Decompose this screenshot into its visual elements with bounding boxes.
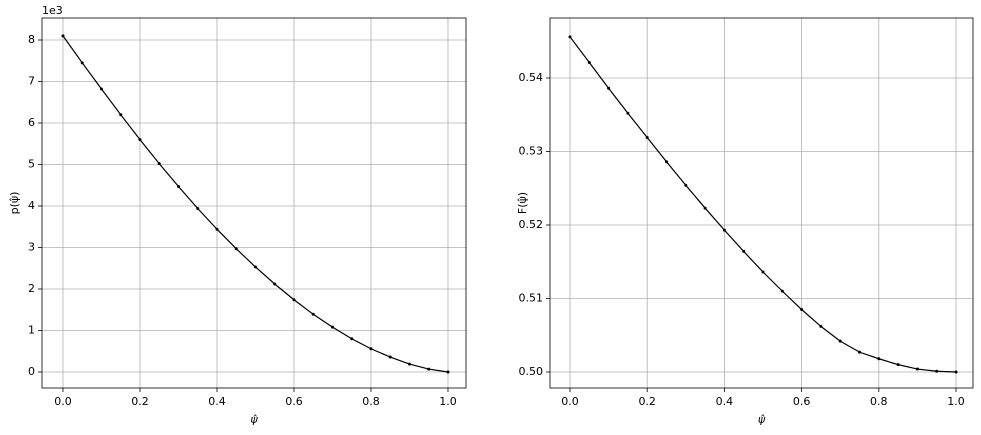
data-point bbox=[935, 369, 939, 373]
y-axis-label: F(ψ̂) bbox=[516, 192, 529, 214]
data-point bbox=[607, 86, 611, 90]
y-tick-label: 2 bbox=[28, 282, 35, 295]
data-point bbox=[311, 312, 315, 316]
axes-frame bbox=[549, 17, 974, 389]
x-tick-label: 1.0 bbox=[439, 395, 457, 408]
x-axis-label: ψ̂ bbox=[758, 413, 766, 426]
data-point bbox=[369, 347, 373, 351]
y-tick-label: 5 bbox=[28, 157, 35, 170]
y-tick-label: 0.52 bbox=[519, 218, 544, 231]
x-tick-label: 0.4 bbox=[208, 395, 226, 408]
x-tick-label: 0.4 bbox=[716, 395, 734, 408]
data-line bbox=[62, 35, 449, 373]
y-tick-label: 1 bbox=[28, 323, 35, 336]
x-axis-label: ψ̂ bbox=[250, 413, 258, 426]
data-point bbox=[954, 370, 958, 374]
y-axis-label: p(ψ̂) bbox=[8, 192, 21, 215]
y-tick-label: 0.51 bbox=[519, 291, 544, 304]
data-point bbox=[819, 324, 823, 328]
data-point bbox=[858, 350, 862, 354]
y-tick-label: 0.54 bbox=[519, 71, 544, 84]
data-point bbox=[407, 362, 411, 366]
data-point bbox=[645, 136, 649, 140]
data-point bbox=[684, 183, 688, 187]
axes-frame bbox=[41, 17, 467, 389]
data-point bbox=[99, 87, 103, 91]
y-tick-label: 0.50 bbox=[519, 365, 544, 378]
data-point bbox=[568, 35, 572, 39]
data-point bbox=[722, 228, 726, 232]
x-tick-label: 0.2 bbox=[638, 395, 656, 408]
data-line bbox=[569, 36, 957, 373]
y-tick-label: 0.53 bbox=[519, 144, 544, 157]
x-tick-label: 0.6 bbox=[285, 395, 303, 408]
data-point bbox=[427, 367, 431, 371]
x-tick-label: 0.0 bbox=[561, 395, 579, 408]
y-tick-label: 6 bbox=[28, 116, 35, 129]
data-point bbox=[176, 184, 180, 188]
data-point bbox=[215, 227, 219, 231]
x-tick-label: 0.6 bbox=[793, 395, 811, 408]
data-point bbox=[626, 111, 630, 115]
y-tick-label: 4 bbox=[28, 199, 35, 212]
x-tick-label: 0.0 bbox=[54, 395, 72, 408]
data-point bbox=[138, 138, 142, 142]
data-point bbox=[61, 34, 65, 38]
x-tick-label: 0.8 bbox=[870, 395, 888, 408]
data-point bbox=[761, 270, 765, 274]
data-point bbox=[157, 162, 161, 166]
data-point bbox=[838, 339, 842, 343]
data-point bbox=[800, 308, 804, 312]
data-point bbox=[196, 206, 200, 210]
data-point bbox=[253, 265, 257, 269]
data-point bbox=[896, 363, 900, 367]
data-point bbox=[234, 247, 238, 251]
data-point bbox=[742, 249, 746, 253]
data-point bbox=[446, 370, 450, 374]
data-point bbox=[80, 61, 84, 65]
x-tick-label: 0.8 bbox=[362, 395, 380, 408]
data-point bbox=[877, 357, 881, 361]
data-point bbox=[273, 282, 277, 286]
offset-label: 1e3 bbox=[42, 4, 63, 17]
x-tick-label: 1.0 bbox=[947, 395, 965, 408]
data-point bbox=[388, 355, 392, 359]
y-tick-label: 8 bbox=[28, 33, 35, 46]
y-tick-label: 0 bbox=[28, 365, 35, 378]
data-point bbox=[703, 206, 707, 210]
x-tick-label: 0.2 bbox=[131, 395, 149, 408]
data-point bbox=[665, 160, 669, 164]
data-point bbox=[780, 289, 784, 293]
y-tick-label: 7 bbox=[28, 74, 35, 87]
data-point bbox=[330, 325, 334, 329]
data-point bbox=[915, 367, 919, 371]
data-point bbox=[350, 337, 354, 341]
data-point bbox=[119, 113, 123, 117]
y-tick-label: 3 bbox=[28, 240, 35, 253]
data-point bbox=[587, 61, 591, 65]
data-point bbox=[292, 298, 296, 302]
